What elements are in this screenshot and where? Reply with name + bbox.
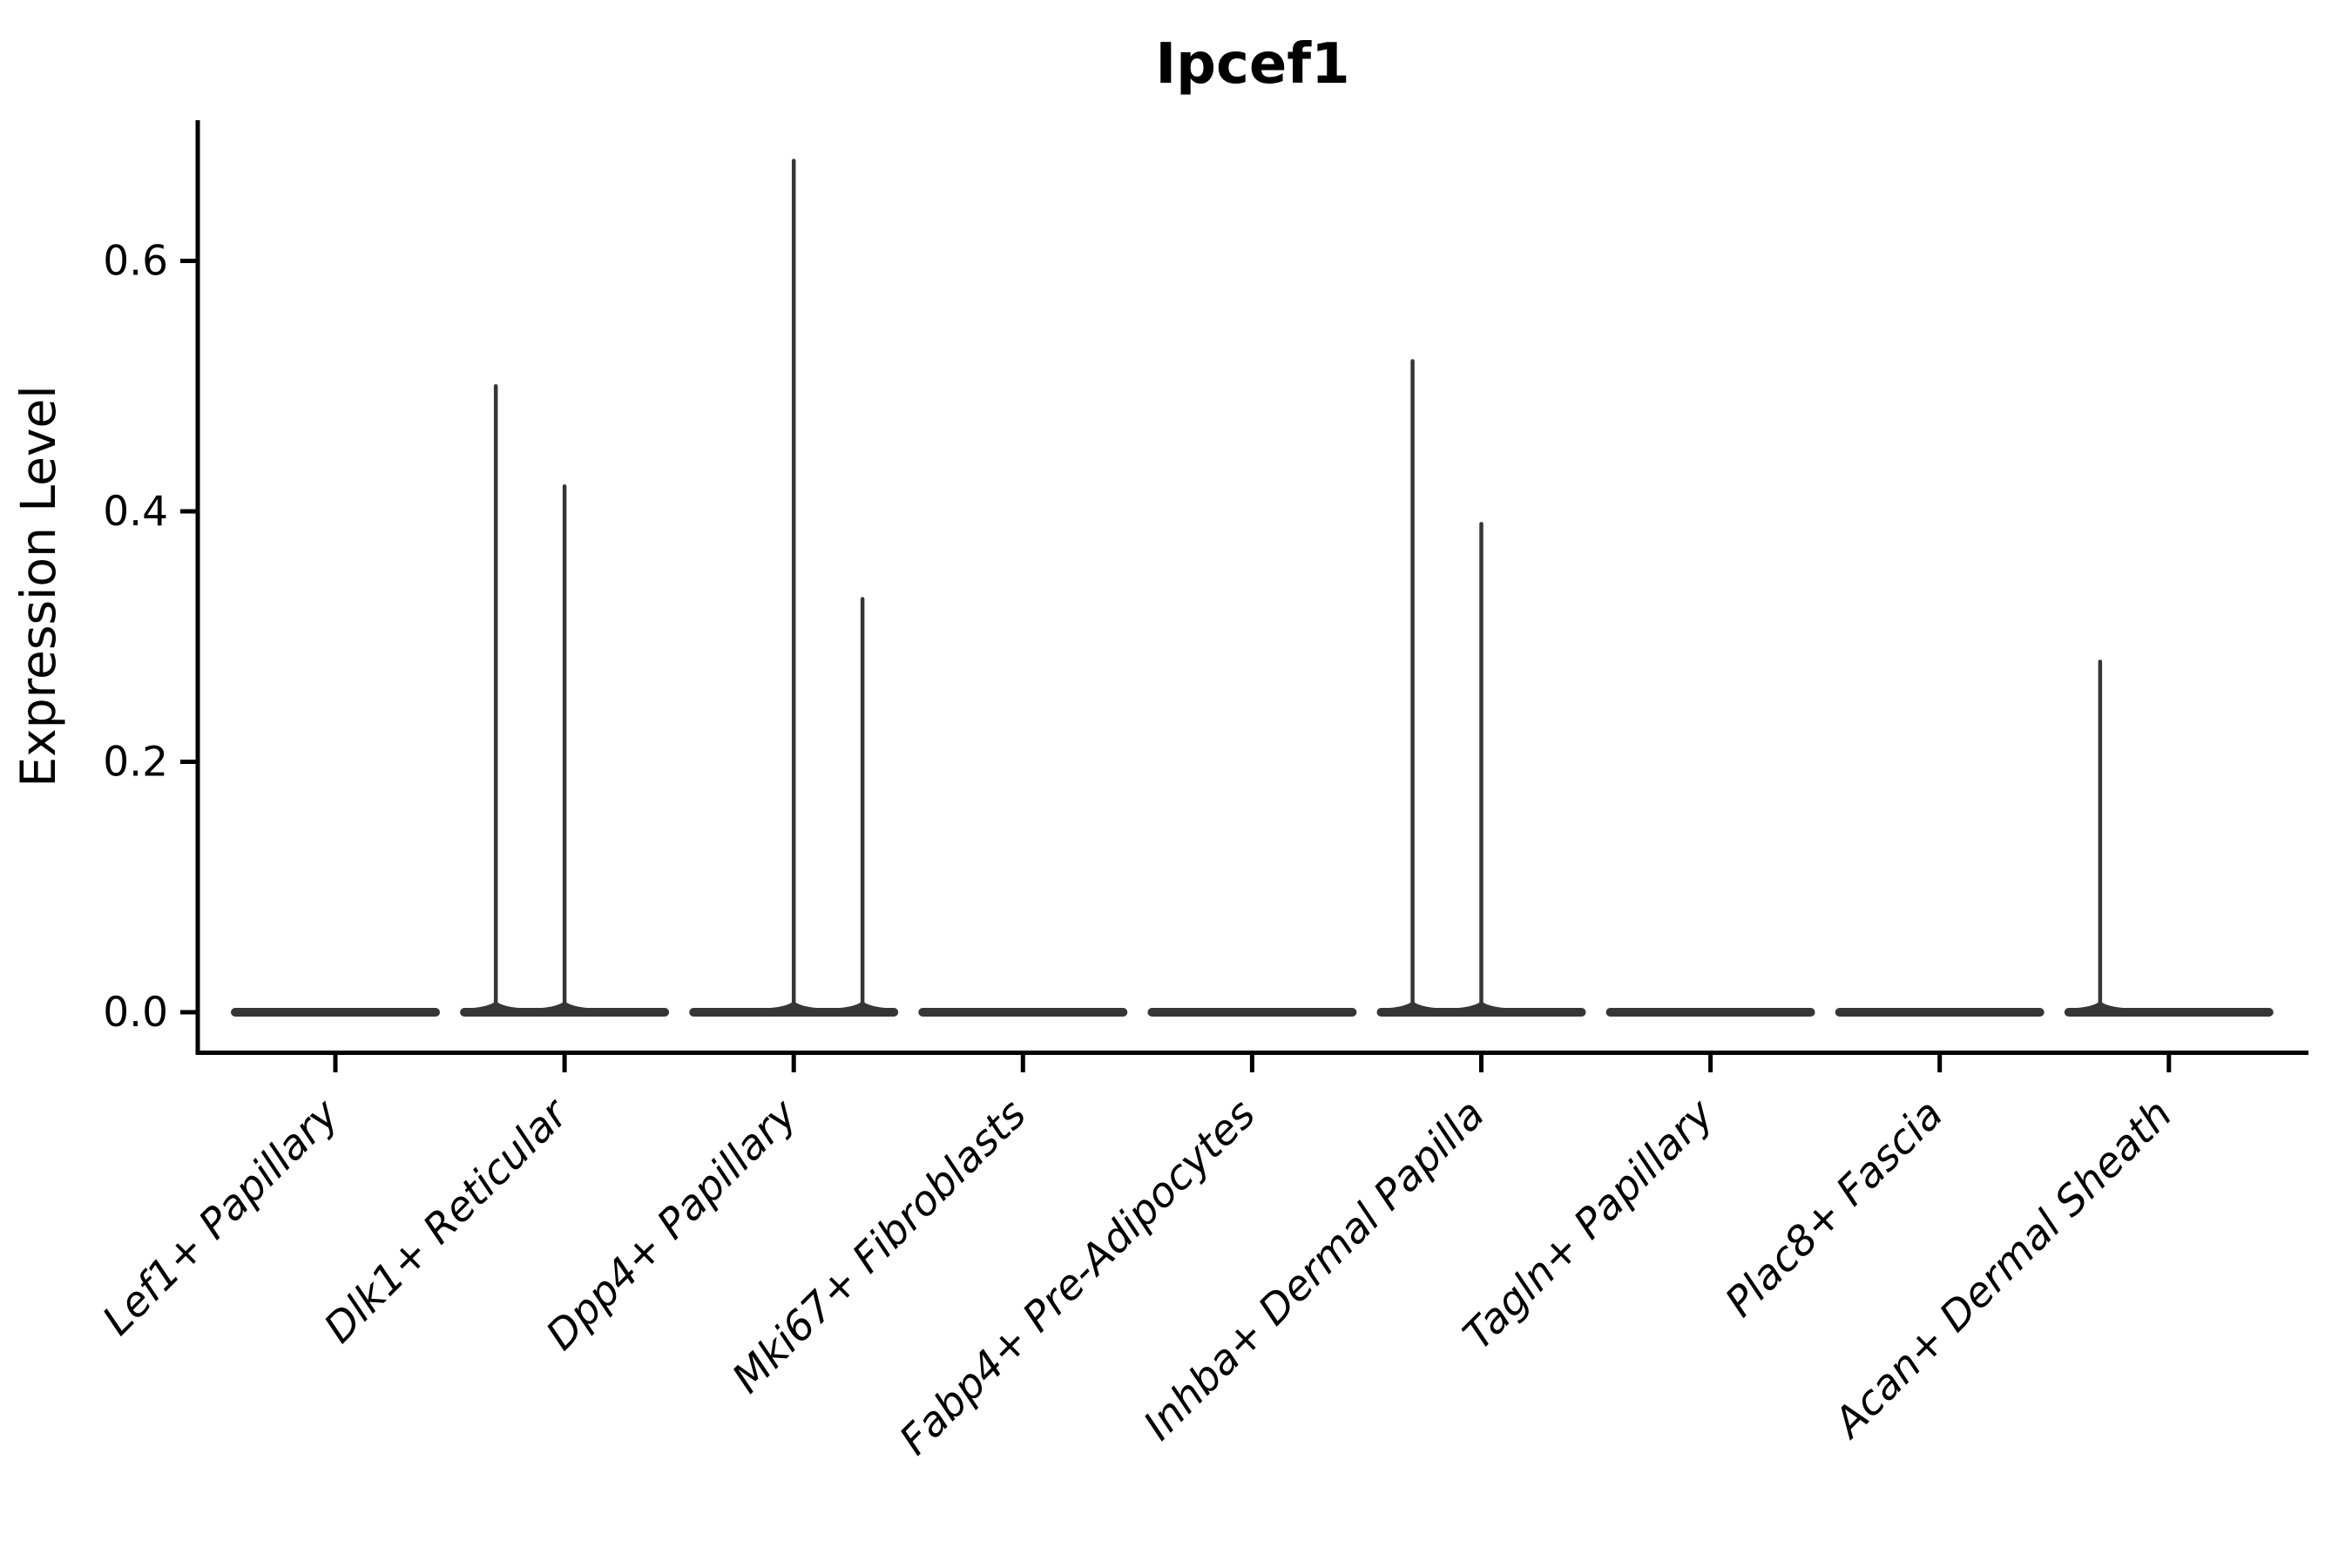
violin-body (231, 1008, 440, 1017)
y-tick-label: 0.6 (103, 238, 168, 286)
y-tick-label: 0.0 (103, 989, 168, 1037)
y-tick-label: 0.2 (103, 739, 168, 787)
violin-body (2064, 1008, 2274, 1017)
chart-title: Ipcef1 (1155, 32, 1349, 97)
x-tick-label: Tagln+ Papillary (1454, 1090, 1724, 1360)
violin-body (1147, 1008, 1357, 1017)
violin-body (1605, 1008, 1815, 1017)
x-tick-label: Dpp4+ Papillary (537, 1090, 808, 1360)
x-tick-label: Plac8+ Fascia (1716, 1091, 1952, 1327)
x-tick-label: Dlk1+ Reticular (315, 1089, 579, 1353)
y-axis-label: Expression Level (10, 385, 66, 787)
x-tick-label: Lef1+ Papillary (93, 1090, 348, 1345)
violin-body (918, 1008, 1128, 1017)
violin-body (1835, 1008, 2044, 1017)
y-tick-label: 0.4 (103, 488, 168, 536)
